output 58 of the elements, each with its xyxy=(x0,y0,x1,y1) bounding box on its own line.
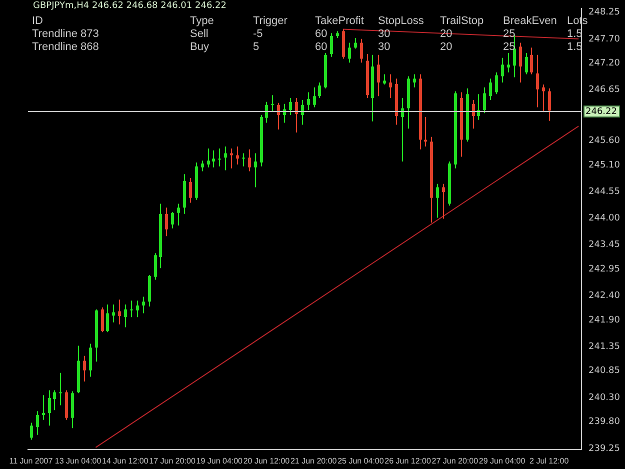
annotation: Type xyxy=(190,15,214,28)
y-tick-label: 244.00 xyxy=(588,214,620,224)
y-tick-label: 247.70 xyxy=(588,34,620,44)
candlestick xyxy=(507,52,510,72)
y-tick-label: 243.45 xyxy=(588,240,620,250)
y-tick-label: 246.65 xyxy=(588,85,620,96)
candlestick xyxy=(59,372,62,406)
x-tick-label: 25 Jun 04:00 xyxy=(338,456,384,466)
annotation: 30 xyxy=(378,28,390,40)
annotation: 5 xyxy=(253,41,260,54)
candlestick xyxy=(218,148,221,166)
annotation: -5 xyxy=(253,28,263,40)
candlestick xyxy=(242,153,245,166)
y-tick-label: 239.80 xyxy=(588,417,620,428)
x-tick-label: 26 Jun 12:00 xyxy=(384,456,432,466)
candlestick xyxy=(424,116,427,147)
annotation: 60 xyxy=(315,28,328,40)
candlestick xyxy=(271,95,274,112)
y-tick-label: 244.55 xyxy=(588,186,620,197)
annotation: TrailStop xyxy=(440,15,484,28)
y-tick-label: 247.20 xyxy=(588,58,620,69)
annotation: TakeProfit xyxy=(315,15,364,28)
annotation: StopLoss xyxy=(378,15,424,28)
y-tick-label: 239.25 xyxy=(588,444,620,454)
y-tick-label: 242.95 xyxy=(588,264,620,274)
annotation: 60 xyxy=(315,41,328,54)
x-tick-label: 14 Jun 12:00 xyxy=(102,456,149,466)
x-tick-label: 2 Jul 12:00 xyxy=(530,456,570,466)
candlestick xyxy=(442,184,445,219)
x-tick-label: 20 Jun 12:00 xyxy=(243,456,290,466)
y-tick-label: 240.30 xyxy=(588,392,620,403)
x-tick-label: 29 Jun 04:00 xyxy=(478,456,526,466)
x-tick-label: 27 Jun 20:00 xyxy=(432,456,479,466)
candlestick xyxy=(42,395,45,420)
candlestick xyxy=(130,300,133,318)
ref-line-label: 246.22 xyxy=(586,106,618,117)
y-tick-label: 241.90 xyxy=(588,315,620,326)
annotation: BreakEven xyxy=(503,15,557,28)
annotation: 20 xyxy=(440,41,452,54)
x-tick-label: 11 Jun 2007 xyxy=(9,456,54,466)
annotation: Sell xyxy=(190,28,208,40)
annotation: 30 xyxy=(378,41,390,54)
y-tick-label: 245.10 xyxy=(588,160,620,170)
y-tick-label: 242.40 xyxy=(588,291,620,302)
y-tick-label: 240.85 xyxy=(588,366,620,376)
annotation: Trendline 873 xyxy=(32,28,99,40)
y-tick-label: 245.60 xyxy=(588,136,620,146)
annotation: Trigger xyxy=(253,15,288,28)
annotation: Buy xyxy=(190,41,209,54)
x-tick-label: 19 Jun 04:00 xyxy=(196,456,244,466)
annotation: Trendline 868 xyxy=(32,41,99,54)
y-tick-label: 248.25 xyxy=(588,8,620,18)
y-tick-label: 241.35 xyxy=(588,342,620,352)
x-tick-label: 21 Jun 20:00 xyxy=(290,456,338,466)
x-tick-label: 13 Jun 04:00 xyxy=(54,456,102,466)
x-tick-label: 17 Jun 20:00 xyxy=(149,456,196,466)
chart-title: GBPJPYm,H4 246.62 246.68 246.01 246.22 xyxy=(33,1,226,11)
annotation: ID xyxy=(32,15,43,28)
